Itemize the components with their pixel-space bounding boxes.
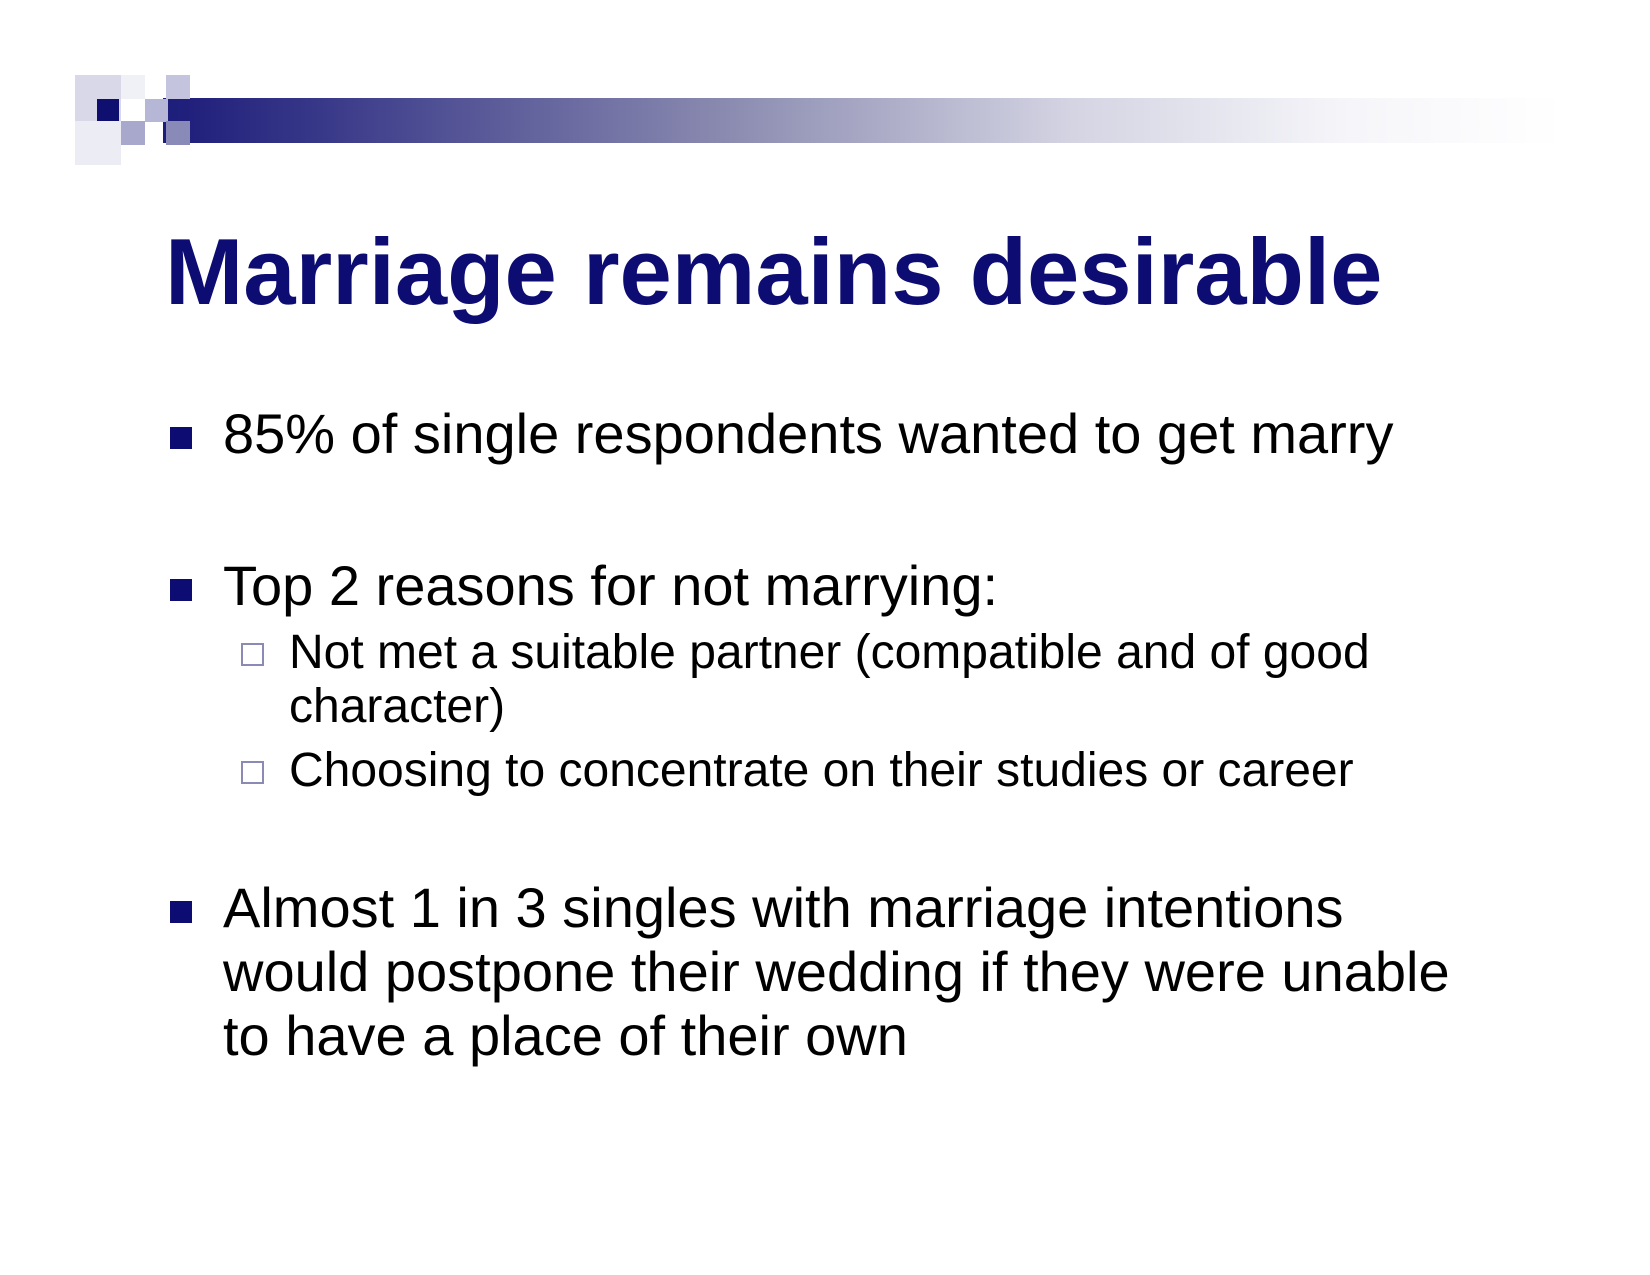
hollow-square-bullet-icon [241, 643, 264, 666]
sub-bullet-item: Choosing to concentrate on their studies… [165, 744, 1485, 798]
bullet-text: Almost 1 in 3 singles with marriage inte… [223, 876, 1450, 1067]
decor-square [75, 121, 121, 165]
decor-square [166, 121, 190, 145]
decor-square [121, 75, 145, 99]
filled-square-bullet-icon [170, 579, 192, 601]
decor-square [166, 75, 190, 99]
bullet-item: 85% of single respondents wanted to get … [165, 402, 1485, 466]
filled-square-bullet-icon [170, 901, 192, 923]
bullet-text: 85% of single respondents wanted to get … [223, 402, 1394, 465]
decor-square-dark [97, 99, 119, 121]
bullet-list: 85% of single respondents wanted to get … [165, 402, 1485, 1068]
sub-bullet-text: Choosing to concentrate on their studies… [289, 744, 1354, 797]
decor-square [145, 99, 168, 122]
sub-bullet-list: Not met a suitable partner (compatible a… [223, 626, 1485, 798]
slide-title: Marriage remains desirable [165, 219, 1383, 324]
decor-square [121, 121, 145, 145]
sub-bullet-text: Not met a suitable partner (compatible a… [289, 626, 1370, 733]
bullet-item: Top 2 reasons for not marrying: Not met … [165, 554, 1485, 798]
filled-square-bullet-icon [170, 427, 192, 449]
bullet-text: Top 2 reasons for not marrying: [223, 554, 999, 617]
hollow-square-bullet-icon [241, 761, 264, 784]
bullet-item: Almost 1 in 3 singles with marriage inte… [165, 876, 1485, 1068]
header-gradient-band [163, 98, 1563, 143]
sub-bullet-item: Not met a suitable partner (compatible a… [165, 626, 1485, 734]
